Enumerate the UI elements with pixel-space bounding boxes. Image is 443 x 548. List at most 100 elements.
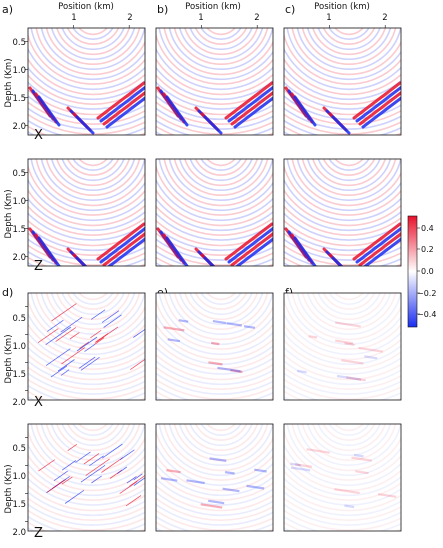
residual-stroke xyxy=(126,476,137,484)
panel-frame xyxy=(283,27,402,136)
panel-label-e: e) xyxy=(157,286,168,299)
wavefront-arc xyxy=(286,293,401,346)
wavefront-arc xyxy=(45,424,141,461)
wavefront-arc xyxy=(200,424,242,436)
residual-stroke xyxy=(55,327,77,342)
residual-stroke xyxy=(163,326,185,332)
wavefront-arc xyxy=(156,462,273,497)
wavefront-arc xyxy=(284,509,401,531)
wavefront-arc xyxy=(156,188,273,227)
wavefront-arc xyxy=(284,205,401,236)
wavefront-arc xyxy=(158,159,273,212)
wavefront-arc xyxy=(291,159,401,207)
residual-stroke xyxy=(224,471,235,475)
y-tick-r1-0.5: 0.5 xyxy=(12,38,26,48)
residual-stroke xyxy=(222,487,240,493)
residual-stroke xyxy=(167,338,181,343)
residual-stroke xyxy=(211,341,220,346)
wavefront-arc xyxy=(312,159,387,187)
wavefront-arc xyxy=(189,293,253,316)
wavefront-arc xyxy=(194,28,248,45)
component-label-row4: Z xyxy=(34,526,43,541)
wavefront-arc xyxy=(28,339,145,370)
wavefront-arc xyxy=(156,101,273,125)
wavefront-arc xyxy=(28,443,145,486)
y-tick-r3-1.0: 1.0 xyxy=(12,342,26,352)
wavefront-arc xyxy=(28,238,145,261)
wavefront-arc xyxy=(28,346,145,375)
component-label-row2: Z xyxy=(34,259,43,274)
wavefront-arc xyxy=(30,28,145,81)
wavefront-arc xyxy=(189,28,253,51)
reflector-band xyxy=(102,90,145,126)
reflector-band xyxy=(293,236,317,266)
wavefront-arc xyxy=(28,95,145,121)
wavefront-arc xyxy=(156,238,273,261)
residual-stroke xyxy=(178,319,189,323)
wavefront-arc xyxy=(291,424,401,472)
wavefront-arc xyxy=(178,28,264,61)
wavefront-arc xyxy=(194,424,248,441)
wavefront-arc xyxy=(296,293,401,335)
reflector-band xyxy=(37,95,61,127)
reflector-band xyxy=(75,256,88,266)
wavefield-panel-r2-c1 xyxy=(25,158,146,267)
y-tick-r2-2.0: 2.0 xyxy=(12,253,26,263)
wavefront-arc xyxy=(291,28,401,76)
wavefront-arc xyxy=(189,159,253,182)
wavefront-arc xyxy=(156,339,273,370)
wavefront-arc xyxy=(28,88,145,116)
residual-stroke xyxy=(353,453,364,458)
reflector-band xyxy=(235,237,273,266)
wavefront-arc xyxy=(156,477,273,506)
wavefront-arc xyxy=(61,293,125,316)
wavefront-arc xyxy=(312,293,387,321)
residual-stroke xyxy=(101,457,124,473)
wavefront-arc xyxy=(284,312,401,355)
residual-stroke xyxy=(377,493,397,498)
wavefront-arc xyxy=(206,424,236,432)
wavefront-arc xyxy=(56,159,131,187)
wavefront-arc xyxy=(284,366,401,390)
wavefront-arc xyxy=(284,428,401,481)
residual-stroke xyxy=(83,453,100,465)
residual-stroke xyxy=(75,451,91,463)
y-tick-r2-1.5: 1.5 xyxy=(12,225,26,235)
wavefront-arc xyxy=(28,378,145,400)
wavefront-arc xyxy=(322,28,376,45)
wavefront-arc xyxy=(178,293,264,326)
residual-stroke xyxy=(101,310,120,323)
wavefront-arc xyxy=(28,360,145,386)
y-tick-r4-0.5: 0.5 xyxy=(12,444,26,454)
wavefront-arc xyxy=(284,346,401,375)
x-tick-2-b: 2 xyxy=(254,13,259,23)
panel-label-d: d) xyxy=(2,286,13,299)
wavefront-arc xyxy=(28,297,145,350)
residual-stroke xyxy=(38,459,56,472)
wavefront-arc xyxy=(328,28,370,40)
reflector-band xyxy=(96,222,145,261)
wavefront-arc xyxy=(156,322,273,361)
wavefront-arc xyxy=(28,372,145,395)
wavefront-arc xyxy=(158,424,273,477)
reflector-band xyxy=(37,236,61,266)
residual-stroke xyxy=(209,457,227,462)
wavefront-arc xyxy=(189,424,253,447)
wavefront-arc xyxy=(156,453,273,492)
reflector-band xyxy=(102,231,145,266)
wavefront-arc xyxy=(284,47,401,90)
wavefront-arc xyxy=(156,484,273,512)
wavefront-arc xyxy=(284,443,401,486)
wavefront-arc xyxy=(28,205,145,236)
reflector-band xyxy=(107,237,145,266)
wavefront-arc xyxy=(284,372,401,395)
wavefront-arc xyxy=(28,312,145,355)
residual-stroke xyxy=(57,359,75,372)
reflector-band xyxy=(99,85,145,123)
y-tick-r2-0.5: 0.5 xyxy=(12,169,26,179)
wavefront-arc xyxy=(156,503,273,526)
wavefront-arc xyxy=(66,293,120,310)
wavefront-arc xyxy=(291,293,401,341)
residual-stroke xyxy=(90,309,106,320)
residual-stroke xyxy=(46,479,66,493)
